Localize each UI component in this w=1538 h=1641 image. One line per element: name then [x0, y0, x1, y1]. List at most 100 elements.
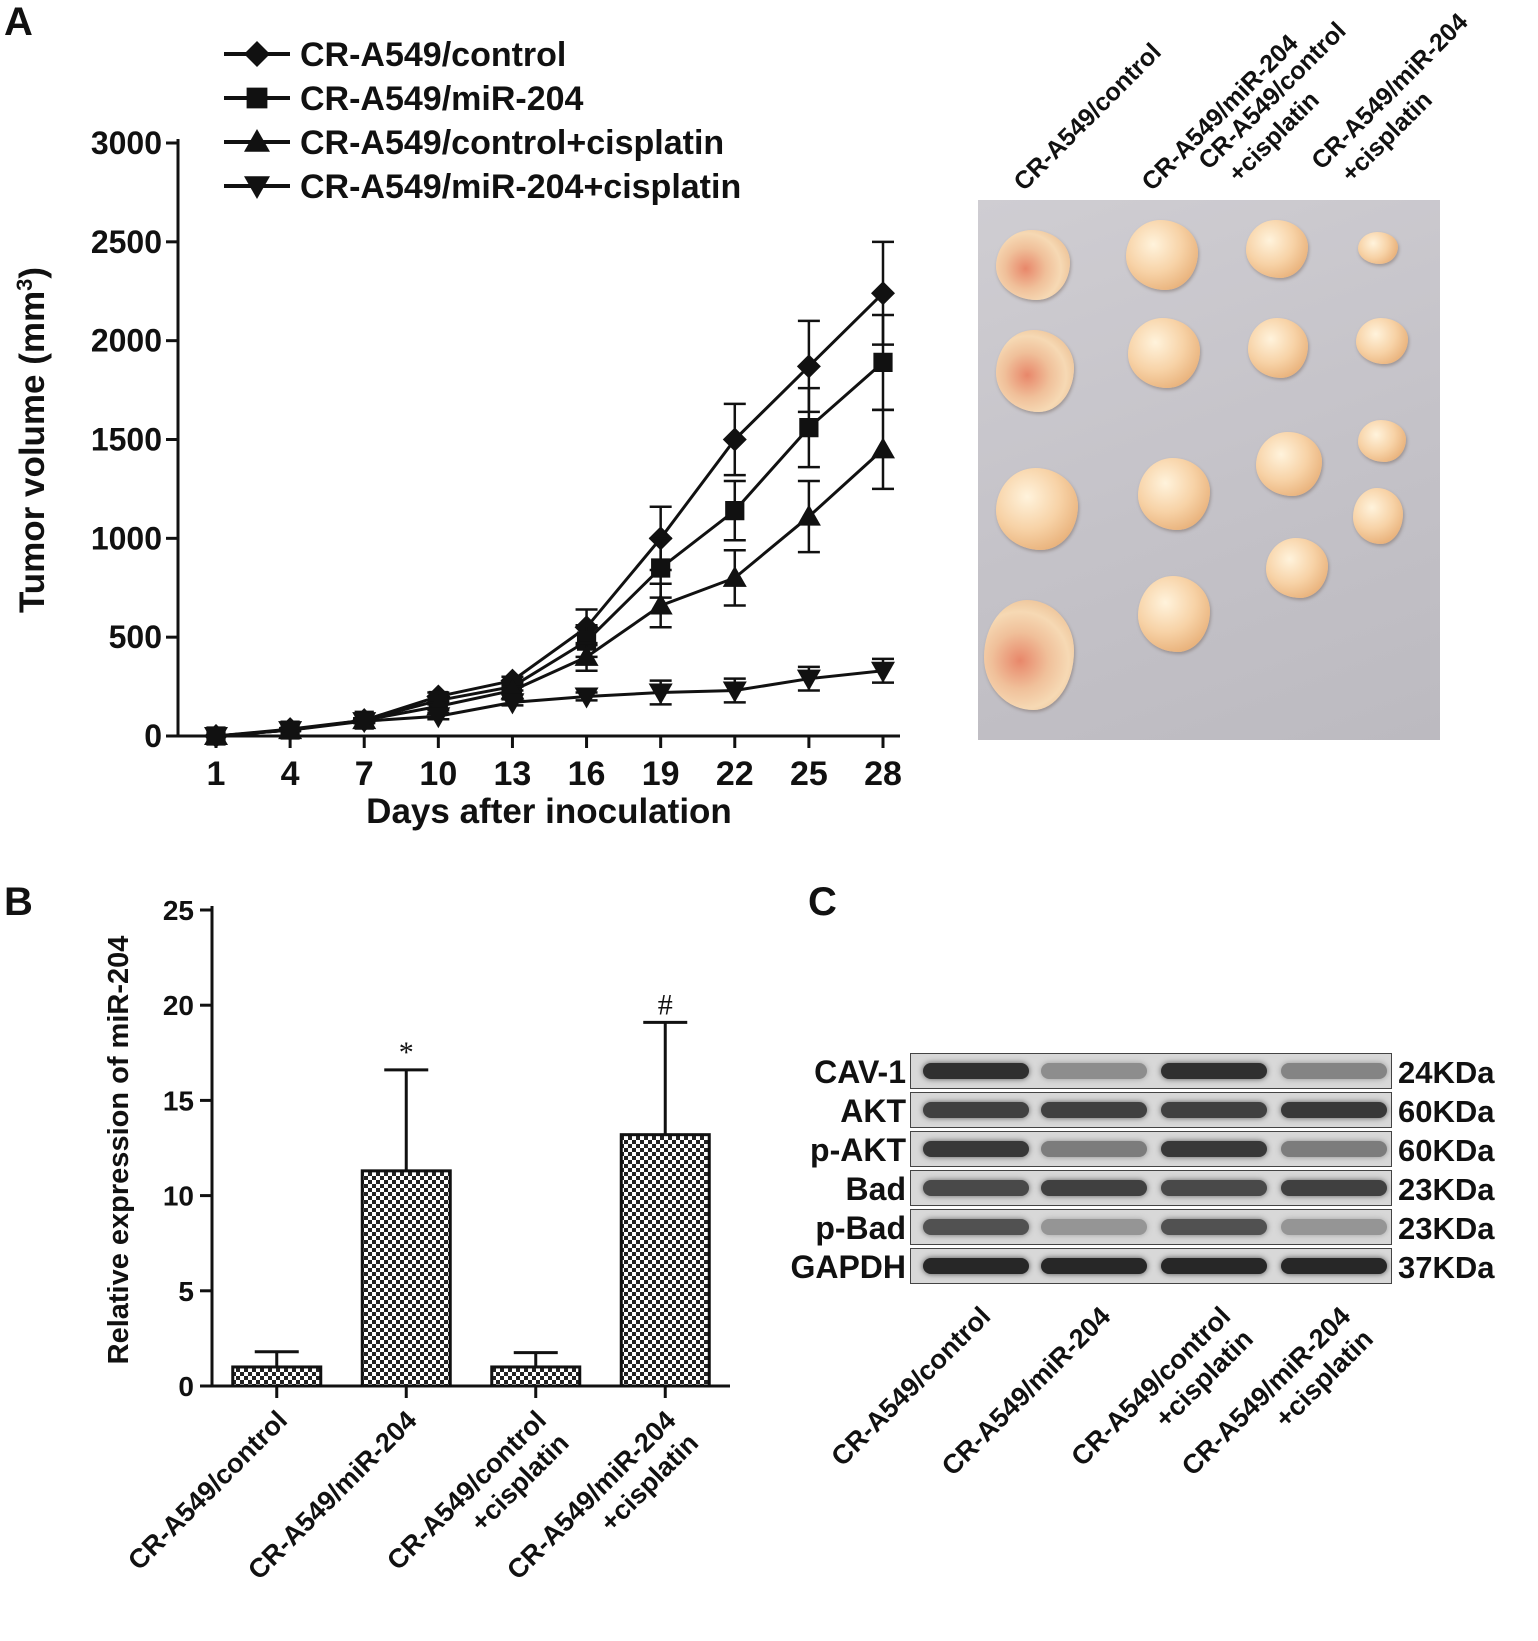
- data-point: [871, 661, 895, 683]
- data-point: [500, 693, 525, 715]
- tumor-photo-label-svg: CR-A549/controlCR-A549/miR-204CR-A549/co…: [1008, 8, 1473, 196]
- data-point: [204, 727, 228, 748]
- x-tick-label: 28: [864, 755, 902, 793]
- protein-size-label: 60KDa: [1398, 1094, 1495, 1129]
- x-tick-label: 25: [790, 755, 828, 793]
- tumor-specimen: [1128, 318, 1200, 388]
- x-tick-label: 19: [642, 755, 680, 793]
- data-point: [426, 707, 451, 729]
- y-tick-label: 1500: [91, 422, 162, 458]
- blot-band: [923, 1141, 1029, 1157]
- data-point: [651, 558, 671, 578]
- protein-label: Bad: [846, 1171, 906, 1207]
- tumor-specimen: [1356, 318, 1408, 364]
- legend-label: CR-A549/miR-204+cisplatin: [300, 168, 741, 206]
- y-tick-label: 5: [178, 1276, 194, 1307]
- series-line: [215, 292, 885, 738]
- protein-size-label: 60KDa: [1398, 1133, 1495, 1168]
- tumor-photo: [978, 200, 1440, 740]
- series-4: [204, 657, 895, 748]
- blot-row-cav-1: [910, 1053, 1392, 1089]
- y-tick-label: 15: [163, 1085, 194, 1116]
- series-line: [215, 361, 884, 738]
- data-point: [648, 683, 673, 705]
- blot-row-akt: [910, 1092, 1392, 1128]
- data-point: [574, 644, 599, 666]
- data-point: [796, 504, 821, 526]
- y-tick-label: 3000: [91, 125, 162, 161]
- legend-marker: [246, 87, 268, 109]
- data-point: [873, 352, 893, 373]
- y-tick-label: 25: [163, 895, 194, 926]
- panel-a-letter: A: [4, 0, 33, 44]
- y-axis-label: Tumor volume (mm3): [12, 267, 52, 613]
- data-point: [722, 681, 747, 703]
- tumor-specimen: [996, 330, 1074, 412]
- tumor-specimen: [1358, 232, 1398, 264]
- legend-marker: [244, 176, 270, 199]
- blot-band: [923, 1102, 1029, 1118]
- bar: [619, 1133, 711, 1388]
- series-line: [215, 669, 884, 738]
- y-tick-label: 500: [109, 619, 162, 655]
- blot-row-bad: [910, 1170, 1392, 1206]
- blot-band: [923, 1219, 1029, 1235]
- data-point: [576, 631, 597, 651]
- data-point: [574, 687, 599, 709]
- blot-band: [1281, 1102, 1387, 1118]
- tumor-specimen: [1248, 318, 1308, 378]
- protein-label: p-Bad: [815, 1210, 906, 1246]
- protein-size-label: 37KDa: [1398, 1250, 1495, 1285]
- protein-size-label: 24KDa: [1398, 1055, 1495, 1090]
- y-tick-label: 2500: [91, 224, 162, 260]
- tumor-specimen: [984, 600, 1074, 710]
- protein-size-label: 23KDa: [1398, 1172, 1495, 1207]
- data-point: [796, 669, 821, 691]
- tumor-specimen: [1126, 220, 1198, 290]
- legend-marker: [244, 41, 270, 67]
- data-point: [799, 418, 819, 438]
- x-tick-label: 1: [207, 755, 226, 793]
- blot-row-gapdh: [910, 1248, 1392, 1284]
- blot-band: [1161, 1180, 1267, 1196]
- tumor-specimen: [1246, 220, 1308, 278]
- blot-band: [1281, 1063, 1387, 1079]
- y-tick-label: 1000: [91, 520, 162, 556]
- series-1: [204, 240, 895, 748]
- bar: [231, 1365, 323, 1388]
- data-point: [722, 427, 747, 452]
- blot-band: [1161, 1219, 1267, 1235]
- protein-label: CAV-1: [814, 1054, 906, 1090]
- x-tick-label: 10: [419, 755, 457, 793]
- blot-row-p-bad: [910, 1209, 1392, 1245]
- mir204-expression-bar-chart: 0 5 10 15 20 25 Relative expression of miR-204…: [103, 895, 730, 1585]
- tumor-specimen: [996, 468, 1078, 550]
- blot-band: [1281, 1141, 1387, 1157]
- tumor-specimen: [1138, 576, 1210, 652]
- blot-band: [923, 1063, 1029, 1079]
- x-tick-label: 16: [568, 755, 606, 793]
- western-blot-labels: CAV-1 24KDa AKT 60KDa p-AKT 60KDa Bad 23KDa p-Ba…: [790, 1054, 1495, 1481]
- western-blot: [910, 1050, 1392, 1292]
- y-tick-label: 10: [163, 1181, 194, 1212]
- blot-band: [923, 1180, 1029, 1196]
- data-point: [796, 354, 821, 379]
- blot-band: [1041, 1180, 1147, 1196]
- series-3: [204, 408, 895, 745]
- data-point: [725, 501, 745, 521]
- tumor-specimen: [1266, 538, 1328, 598]
- protein-label: p-AKT: [810, 1132, 906, 1168]
- blot-band: [1041, 1141, 1147, 1157]
- tumor-specimen: [1138, 458, 1210, 530]
- tumor-specimen: [996, 230, 1070, 300]
- significance-mark: #: [658, 988, 673, 1021]
- blot-band: [1281, 1258, 1387, 1274]
- blot-band: [1281, 1180, 1387, 1196]
- protein-label: AKT: [840, 1093, 906, 1129]
- panel-c-letter: C: [808, 880, 837, 924]
- legend-marker: [244, 129, 270, 152]
- y-axis-label: Relative expression of miR-204: [103, 936, 135, 1365]
- bar: [360, 1169, 452, 1388]
- x-axis-label: Days after inoculation: [366, 792, 732, 831]
- x-tick-label: 4: [281, 755, 300, 793]
